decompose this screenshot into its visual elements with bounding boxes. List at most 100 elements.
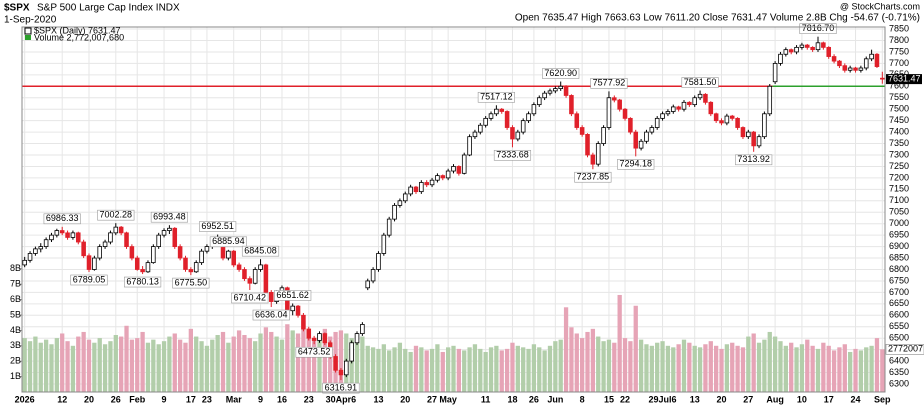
volume-bar xyxy=(27,341,33,392)
volume-bar xyxy=(161,341,167,392)
candle-body xyxy=(22,259,27,266)
volume-bar xyxy=(638,339,644,392)
candle-body xyxy=(49,234,54,241)
candle-body xyxy=(746,131,751,138)
volume-bar xyxy=(542,350,547,392)
volume-bar xyxy=(697,347,703,392)
volume-bar xyxy=(826,345,831,392)
x-tick-label: 2026 xyxy=(15,394,35,404)
y-tick-label: 7350 xyxy=(889,138,909,148)
candle-body xyxy=(333,356,338,371)
volume-bar xyxy=(655,342,660,392)
x-tick-label: 11 xyxy=(481,394,491,404)
candle-body xyxy=(408,186,413,195)
candle-body xyxy=(558,85,563,89)
x-tick-label: 27 xyxy=(427,394,437,404)
x-tick-label: 17 xyxy=(186,394,196,404)
candle-body xyxy=(461,154,467,174)
candle-body xyxy=(863,58,869,69)
annotation-box xyxy=(43,213,81,225)
volume-bar xyxy=(644,344,649,392)
candle-body xyxy=(579,127,585,135)
annotation-box xyxy=(590,78,628,89)
volume-bar xyxy=(869,345,874,392)
candle-body xyxy=(778,53,783,64)
candle-body xyxy=(831,56,837,62)
volume-bar xyxy=(279,339,285,392)
annotation-box xyxy=(322,382,360,394)
candle-body xyxy=(70,232,76,238)
candle-body xyxy=(719,120,724,124)
x-tick-label: 22 xyxy=(620,394,630,404)
candle-body xyxy=(118,226,124,234)
volume-bar xyxy=(628,341,633,392)
legend-volume: Volume 2,772,007,680 xyxy=(34,32,124,42)
candle-body xyxy=(526,113,531,122)
volume-bar xyxy=(424,350,429,392)
candle-body xyxy=(515,131,521,140)
candle-body xyxy=(33,248,38,254)
candle-body xyxy=(317,333,322,341)
volume-bar xyxy=(504,348,510,392)
volume-bar xyxy=(177,339,183,392)
legend-price: $SPX (Daily) 7631.47 xyxy=(34,25,121,35)
volume-bar xyxy=(499,350,504,392)
candle-body xyxy=(847,67,853,71)
volume-tick-label: 3B xyxy=(10,340,21,350)
y-tick-label: 7550 xyxy=(889,92,909,102)
candle-body xyxy=(826,46,831,57)
volume-bar xyxy=(633,305,638,392)
candle-body xyxy=(231,250,237,266)
y-tick-label: 7850 xyxy=(889,23,909,33)
candle-body xyxy=(370,269,376,282)
candle-body xyxy=(161,230,167,236)
volume-bar xyxy=(676,344,681,392)
candle-body xyxy=(874,53,880,67)
volume-bar xyxy=(354,341,360,392)
candle-body xyxy=(102,241,108,247)
candle-body xyxy=(488,113,494,119)
annotation-box xyxy=(493,149,532,161)
volume-bar xyxy=(767,331,772,392)
y-tick-label: 7750 xyxy=(889,46,909,56)
volume-bar xyxy=(376,348,381,392)
volume-bar xyxy=(848,351,853,392)
volume-bar xyxy=(435,344,440,392)
volume-bar xyxy=(403,348,408,392)
candle-body xyxy=(494,108,499,115)
annotation-box xyxy=(617,159,655,170)
y-tick-label: 6900 xyxy=(889,241,909,251)
volume-tick-label: 1B xyxy=(10,371,21,381)
candle-body xyxy=(451,166,456,172)
candle-body xyxy=(510,127,515,140)
volume-bar xyxy=(97,338,102,392)
annotation-box xyxy=(97,209,135,221)
volume-bar xyxy=(805,339,810,392)
volume-bar xyxy=(714,345,719,392)
x-tick-label: 20 xyxy=(84,394,94,404)
candle-body xyxy=(821,42,826,48)
candle-body xyxy=(419,182,424,193)
volume-bar xyxy=(681,339,687,392)
x-tick-label: 13 xyxy=(690,394,700,404)
candle-body xyxy=(445,170,451,179)
candle-body xyxy=(520,120,526,133)
volume-bar xyxy=(451,345,456,392)
annotation: 6636.04 xyxy=(255,309,288,319)
volume-bar xyxy=(719,348,724,392)
candle-body xyxy=(429,179,435,186)
volume-bar xyxy=(108,341,113,392)
index-name: S&P 500 Large Cap Index INDX xyxy=(37,3,180,14)
candle-body xyxy=(729,115,735,119)
candle-body xyxy=(59,230,65,234)
candle-body xyxy=(140,269,145,273)
candle-body xyxy=(263,264,269,293)
candle-body xyxy=(681,101,687,110)
volume-bar xyxy=(140,331,145,392)
volume-bar xyxy=(274,336,279,392)
annotation: 7294.18 xyxy=(619,159,652,169)
volume-bar xyxy=(831,350,837,392)
x-tick-label: 29Jul6 xyxy=(649,394,677,404)
candle-body xyxy=(590,154,596,165)
annotation: 7002.28 xyxy=(100,210,133,220)
